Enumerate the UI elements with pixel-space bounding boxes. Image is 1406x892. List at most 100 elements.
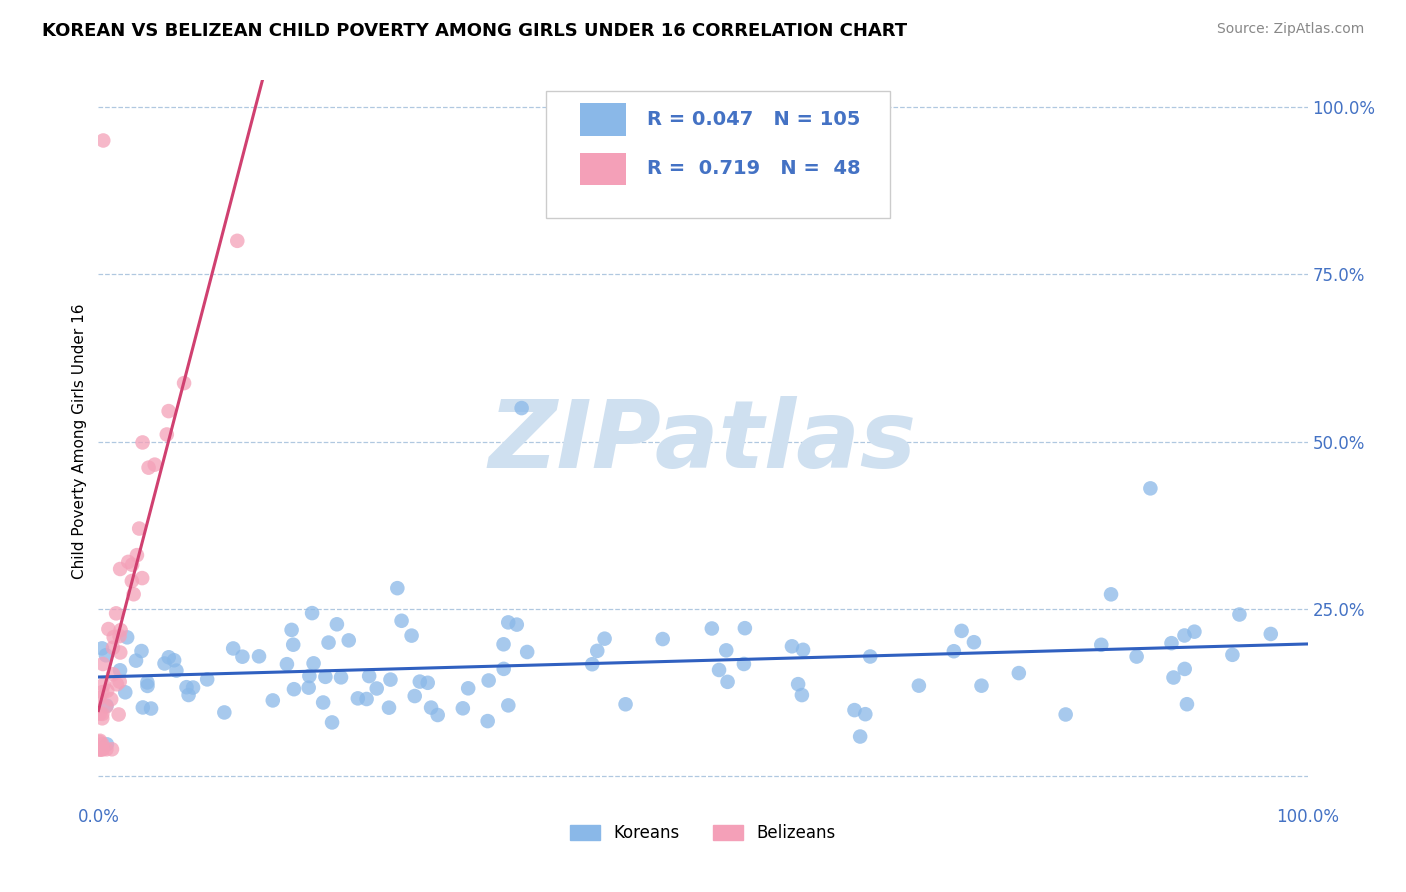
Point [1175, 697, 1198, 711]
Point [125, 654, 148, 668]
Point [301, 606, 323, 620]
Point [157, 650, 180, 665]
Point [131, 571, 153, 585]
Point [115, 631, 138, 645]
Point [950, 624, 973, 638]
Point [312, 696, 335, 710]
Point [492, 637, 515, 651]
Point [356, 692, 378, 706]
Point [380, 673, 402, 687]
Point [321, 715, 343, 730]
Point [716, 643, 738, 657]
Point [165, 664, 187, 678]
Point [103, 630, 125, 644]
Point [1184, 624, 1206, 639]
Point [96, 737, 118, 751]
Point [651, 632, 673, 646]
Point [96, 698, 118, 713]
Point [787, 677, 810, 691]
Point [101, 667, 124, 681]
Point [108, 663, 131, 677]
Point [298, 669, 321, 683]
Point [1008, 666, 1031, 681]
Point [401, 629, 423, 643]
Point [366, 681, 388, 696]
Point [108, 629, 131, 643]
Legend: Koreans, Belizeans: Koreans, Belizeans [564, 817, 842, 848]
Point [416, 675, 439, 690]
Point [176, 680, 198, 694]
Point [131, 644, 153, 658]
Point [195, 673, 218, 687]
Point [581, 657, 603, 672]
Point [96, 699, 118, 714]
Point [247, 649, 270, 664]
Point [1090, 638, 1112, 652]
Point [1139, 482, 1161, 496]
Point [586, 644, 609, 658]
Point [107, 707, 129, 722]
Point [457, 681, 479, 696]
Point [387, 581, 409, 595]
Point [91, 685, 114, 699]
FancyBboxPatch shape [579, 103, 626, 136]
Point [101, 742, 124, 756]
Point [1229, 607, 1251, 622]
Point [492, 662, 515, 676]
Point [173, 376, 195, 390]
Text: KOREAN VS BELIZEAN CHILD POVERTY AMONG GIRLS UNDER 16 CORRELATION CHART: KOREAN VS BELIZEAN CHILD POVERTY AMONG G… [42, 22, 907, 40]
Point [593, 632, 616, 646]
Point [156, 427, 179, 442]
Point [1099, 587, 1122, 601]
Point [614, 698, 637, 712]
Point [451, 701, 474, 715]
Point [157, 404, 180, 418]
Point [97, 622, 120, 636]
Point [426, 708, 449, 723]
Point [963, 635, 986, 649]
Point [153, 657, 176, 671]
Point [139, 701, 162, 715]
Point [122, 587, 145, 601]
Point [94, 648, 117, 663]
Point [359, 669, 381, 683]
Point [792, 642, 814, 657]
Point [302, 657, 325, 671]
Point [283, 682, 305, 697]
Point [91, 742, 114, 756]
Point [226, 234, 249, 248]
Point [942, 644, 965, 658]
Point [477, 714, 499, 728]
Point [91, 737, 114, 751]
Point [91, 711, 114, 725]
Point [89, 742, 111, 756]
Point [89, 742, 111, 756]
Point [378, 700, 401, 714]
Point [90, 742, 112, 756]
Point [91, 133, 114, 147]
Point [262, 693, 284, 707]
Point [1260, 627, 1282, 641]
Point [105, 677, 128, 691]
Point [110, 646, 132, 660]
Point [859, 649, 882, 664]
Point [700, 622, 723, 636]
Point [734, 621, 756, 635]
Point [125, 548, 148, 562]
Point [280, 623, 302, 637]
Y-axis label: Child Poverty Among Girls Under 16: Child Poverty Among Girls Under 16 [72, 304, 87, 579]
Point [516, 645, 538, 659]
Point [347, 691, 370, 706]
Point [420, 700, 443, 714]
Point [89, 733, 111, 747]
Point [844, 703, 866, 717]
Point [298, 681, 321, 695]
Point [93, 678, 115, 692]
Point [733, 657, 755, 671]
FancyBboxPatch shape [579, 153, 626, 185]
Point [136, 675, 159, 690]
Point [128, 522, 150, 536]
Point [100, 692, 122, 706]
Point [90, 742, 112, 756]
Point [101, 640, 124, 655]
